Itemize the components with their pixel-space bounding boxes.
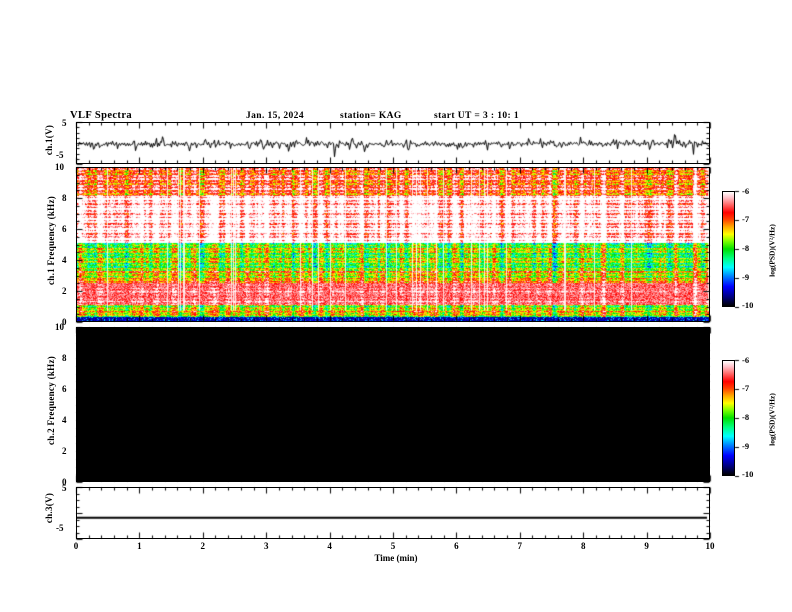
vlf-spectra-figure: VLF Spectra Jan. 15, 2024 station= KAG s… xyxy=(0,0,792,612)
axis-tick-marks xyxy=(0,0,792,612)
